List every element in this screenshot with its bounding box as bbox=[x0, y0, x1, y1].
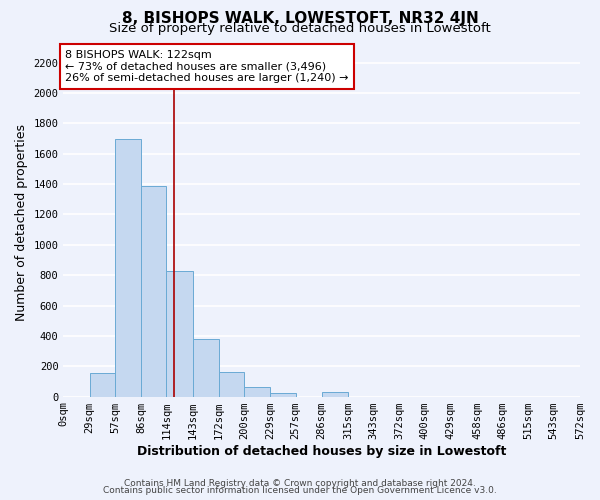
Bar bbox=[322, 392, 348, 396]
Bar bbox=[244, 388, 270, 396]
Bar bbox=[219, 372, 244, 396]
Bar bbox=[115, 138, 141, 396]
Text: Contains public sector information licensed under the Open Government Licence v3: Contains public sector information licen… bbox=[103, 486, 497, 495]
Bar bbox=[270, 393, 296, 396]
Bar bbox=[193, 339, 219, 396]
Text: Size of property relative to detached houses in Lowestoft: Size of property relative to detached ho… bbox=[109, 22, 491, 35]
Bar bbox=[141, 186, 166, 396]
Bar bbox=[89, 373, 115, 396]
Bar bbox=[166, 272, 193, 396]
Y-axis label: Number of detached properties: Number of detached properties bbox=[15, 124, 28, 320]
Text: 8, BISHOPS WALK, LOWESTOFT, NR32 4JN: 8, BISHOPS WALK, LOWESTOFT, NR32 4JN bbox=[122, 11, 478, 26]
Text: Contains HM Land Registry data © Crown copyright and database right 2024.: Contains HM Land Registry data © Crown c… bbox=[124, 478, 476, 488]
X-axis label: Distribution of detached houses by size in Lowestoft: Distribution of detached houses by size … bbox=[137, 444, 506, 458]
Text: 8 BISHOPS WALK: 122sqm
← 73% of detached houses are smaller (3,496)
26% of semi-: 8 BISHOPS WALK: 122sqm ← 73% of detached… bbox=[65, 50, 349, 83]
